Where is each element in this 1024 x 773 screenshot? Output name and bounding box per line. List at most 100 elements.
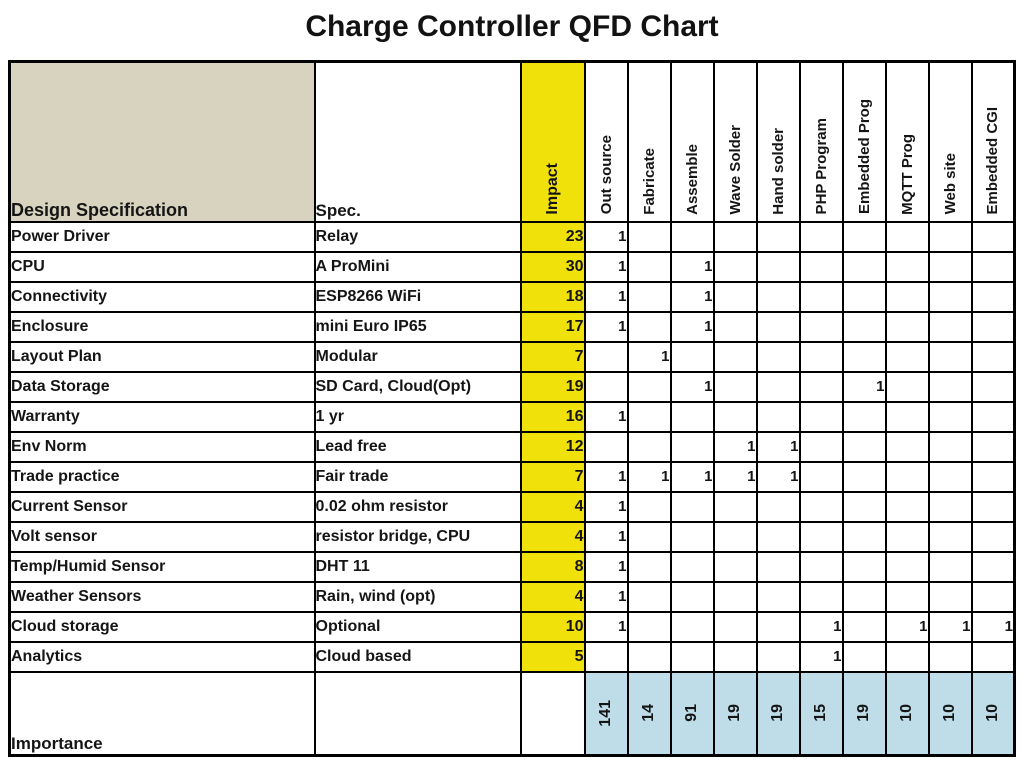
table-row: Warranty 1 yr 16 1 <box>8 400 1016 433</box>
matrix-cell <box>626 610 672 643</box>
matrix-cell <box>583 640 629 673</box>
table-row: CPU A ProMini 30 1 1 <box>8 250 1016 283</box>
matrix-cell: 1 <box>583 310 629 343</box>
row-impact-value: 8 <box>519 550 586 583</box>
matrix-cell <box>626 250 672 283</box>
matrix-cell: 1 <box>841 370 887 403</box>
importance-value-cell: 10 <box>970 670 1016 757</box>
matrix-cell: 1 <box>583 250 629 283</box>
matrix-cell <box>927 490 973 523</box>
row-impact-value: 10 <box>519 610 586 643</box>
matrix-cell <box>970 250 1016 283</box>
row-impact-value: 5 <box>519 640 586 673</box>
matrix-cell <box>712 520 758 553</box>
matrix-cell <box>970 640 1016 673</box>
matrix-cell <box>755 280 801 313</box>
matrix-cell <box>798 220 844 253</box>
importance-value-cell: 10 <box>884 670 930 757</box>
column-header-embedded-prog: Embedded Prog <box>841 60 887 223</box>
row-label-warranty: Warranty <box>8 400 316 433</box>
row-impact-value: 23 <box>519 220 586 253</box>
matrix-cell: 1 <box>755 430 801 463</box>
matrix-cell <box>798 460 844 493</box>
matrix-cell <box>927 220 973 253</box>
matrix-cell <box>884 220 930 253</box>
matrix-cell <box>626 550 672 583</box>
table-row: Temp/Humid Sensor DHT 11 8 1 <box>8 550 1016 583</box>
table-row: Weather Sensors Rain, wind (opt) 4 1 <box>8 580 1016 613</box>
row-spec: Rain, wind (opt) <box>313 580 522 613</box>
row-impact-value: 7 <box>519 460 586 493</box>
matrix-cell <box>712 490 758 523</box>
matrix-cell <box>884 370 930 403</box>
matrix-cell <box>884 280 930 313</box>
matrix-cell <box>798 370 844 403</box>
matrix-cell <box>583 430 629 463</box>
matrix-cell <box>712 220 758 253</box>
row-spec: SD Card, Cloud(Opt) <box>313 370 522 403</box>
matrix-cell: 1 <box>798 610 844 643</box>
matrix-cell: 1 <box>798 640 844 673</box>
matrix-cell <box>927 370 973 403</box>
column-header-embedded-cgi: Embedded CGI <box>970 60 1016 223</box>
matrix-cell <box>927 400 973 433</box>
matrix-cell: 1 <box>669 280 715 313</box>
matrix-cell: 1 <box>583 520 629 553</box>
importance-value: 19 <box>769 704 786 723</box>
importance-value: 14 <box>640 704 657 723</box>
row-label-weather-sensors: Weather Sensors <box>8 580 316 613</box>
row-spec: A ProMini <box>313 250 522 283</box>
matrix-cell <box>798 400 844 433</box>
importance-value-cell: 19 <box>841 670 887 757</box>
matrix-cell <box>970 430 1016 463</box>
row-label-analytics: Analytics <box>8 640 316 673</box>
matrix-cell: 1 <box>927 610 973 643</box>
row-spec: Lead free <box>313 430 522 463</box>
column-header-web-site: Web site <box>927 60 973 223</box>
matrix-cell <box>669 220 715 253</box>
matrix-cell <box>669 520 715 553</box>
matrix-cell: 1 <box>626 460 672 493</box>
matrix-cell <box>712 550 758 583</box>
matrix-cell <box>798 520 844 553</box>
matrix-cell <box>841 280 887 313</box>
matrix-cell <box>927 460 973 493</box>
matrix-cell <box>970 520 1016 553</box>
row-label-cloud-storage: Cloud storage <box>8 610 316 643</box>
matrix-cell <box>884 430 930 463</box>
importance-value: 141 <box>597 699 614 727</box>
matrix-cell <box>626 310 672 343</box>
matrix-cell <box>669 490 715 523</box>
matrix-cell <box>970 460 1016 493</box>
column-header-label: Fabricate <box>640 147 658 215</box>
row-spec: resistor bridge, CPU <box>313 520 522 553</box>
importance-value: 19 <box>726 704 743 723</box>
impact-header: Impact <box>519 60 586 223</box>
column-header-assemble: Assemble <box>669 60 715 223</box>
column-header-php-program: PHP Program <box>798 60 844 223</box>
matrix-cell: 1 <box>583 400 629 433</box>
matrix-cell <box>626 280 672 313</box>
matrix-cell <box>970 280 1016 313</box>
matrix-cell <box>841 460 887 493</box>
row-spec: Optional <box>313 610 522 643</box>
matrix-cell: 1 <box>583 580 629 613</box>
matrix-cell <box>798 280 844 313</box>
matrix-cell <box>755 250 801 283</box>
matrix-cell <box>712 250 758 283</box>
matrix-cell: 1 <box>712 460 758 493</box>
matrix-cell <box>884 340 930 373</box>
importance-value-cell: 15 <box>798 670 844 757</box>
column-header-label: Embedded CGI <box>984 106 1002 215</box>
matrix-cell: 1 <box>884 610 930 643</box>
matrix-cell <box>755 520 801 553</box>
table-row: Trade practice Fair trade 7 1 1 1 1 1 <box>8 460 1016 493</box>
matrix-cell <box>626 580 672 613</box>
matrix-cell <box>798 310 844 343</box>
matrix-cell <box>884 460 930 493</box>
table-row: Env Norm Lead free 12 1 1 <box>8 430 1016 463</box>
column-header-label: Wave Solder <box>726 125 744 215</box>
matrix-cell <box>927 640 973 673</box>
table-row: Volt sensor resistor bridge, CPU 4 1 <box>8 520 1016 553</box>
matrix-cell <box>755 220 801 253</box>
